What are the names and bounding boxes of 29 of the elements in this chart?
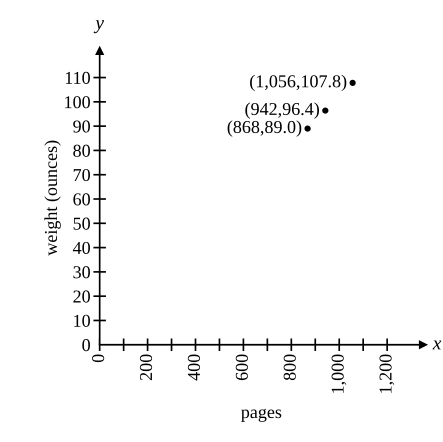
y-tick-label: 110 bbox=[66, 72, 90, 84]
x-tick-label: 600 bbox=[236, 354, 248, 380]
y-tick-label: 100 bbox=[65, 96, 90, 108]
y-tick-label: 10 bbox=[74, 314, 90, 327]
x-tick-label: 0 bbox=[92, 354, 104, 362]
y-tick-label: 0 bbox=[82, 339, 90, 352]
annotation: (868,89.0) bbox=[228, 120, 302, 137]
point bbox=[322, 107, 328, 114]
y-tick-label: 50 bbox=[74, 218, 90, 230]
text: y bbox=[94, 20, 104, 34]
y-tick-label: 70 bbox=[74, 168, 90, 182]
point bbox=[304, 125, 311, 132]
y-tick-label: 90 bbox=[73, 120, 90, 133]
y-tick-label: 60 bbox=[73, 193, 90, 206]
y-axis-title: weight (ounces) bbox=[44, 140, 61, 256]
x-tick-label: 200 bbox=[140, 354, 152, 380]
text: x bbox=[432, 340, 442, 350]
x-tick-label: 400 bbox=[188, 354, 200, 381]
y-tick-label: 80 bbox=[73, 144, 90, 157]
y-tick-label: 20 bbox=[73, 290, 90, 303]
x-tick-label: 1,200 bbox=[379, 354, 394, 393]
x-tick-label: 800 bbox=[284, 354, 296, 380]
annotation: (942,96.4) bbox=[245, 102, 319, 119]
y-tick-label: 30 bbox=[73, 266, 90, 278]
x-tick-label: 1,000 bbox=[332, 354, 346, 393]
x-axis-title: pages bbox=[241, 408, 282, 422]
point bbox=[350, 80, 356, 86]
annotation: (1,056,107.8) bbox=[250, 74, 346, 92]
y-tick-label: 40 bbox=[72, 242, 90, 254]
